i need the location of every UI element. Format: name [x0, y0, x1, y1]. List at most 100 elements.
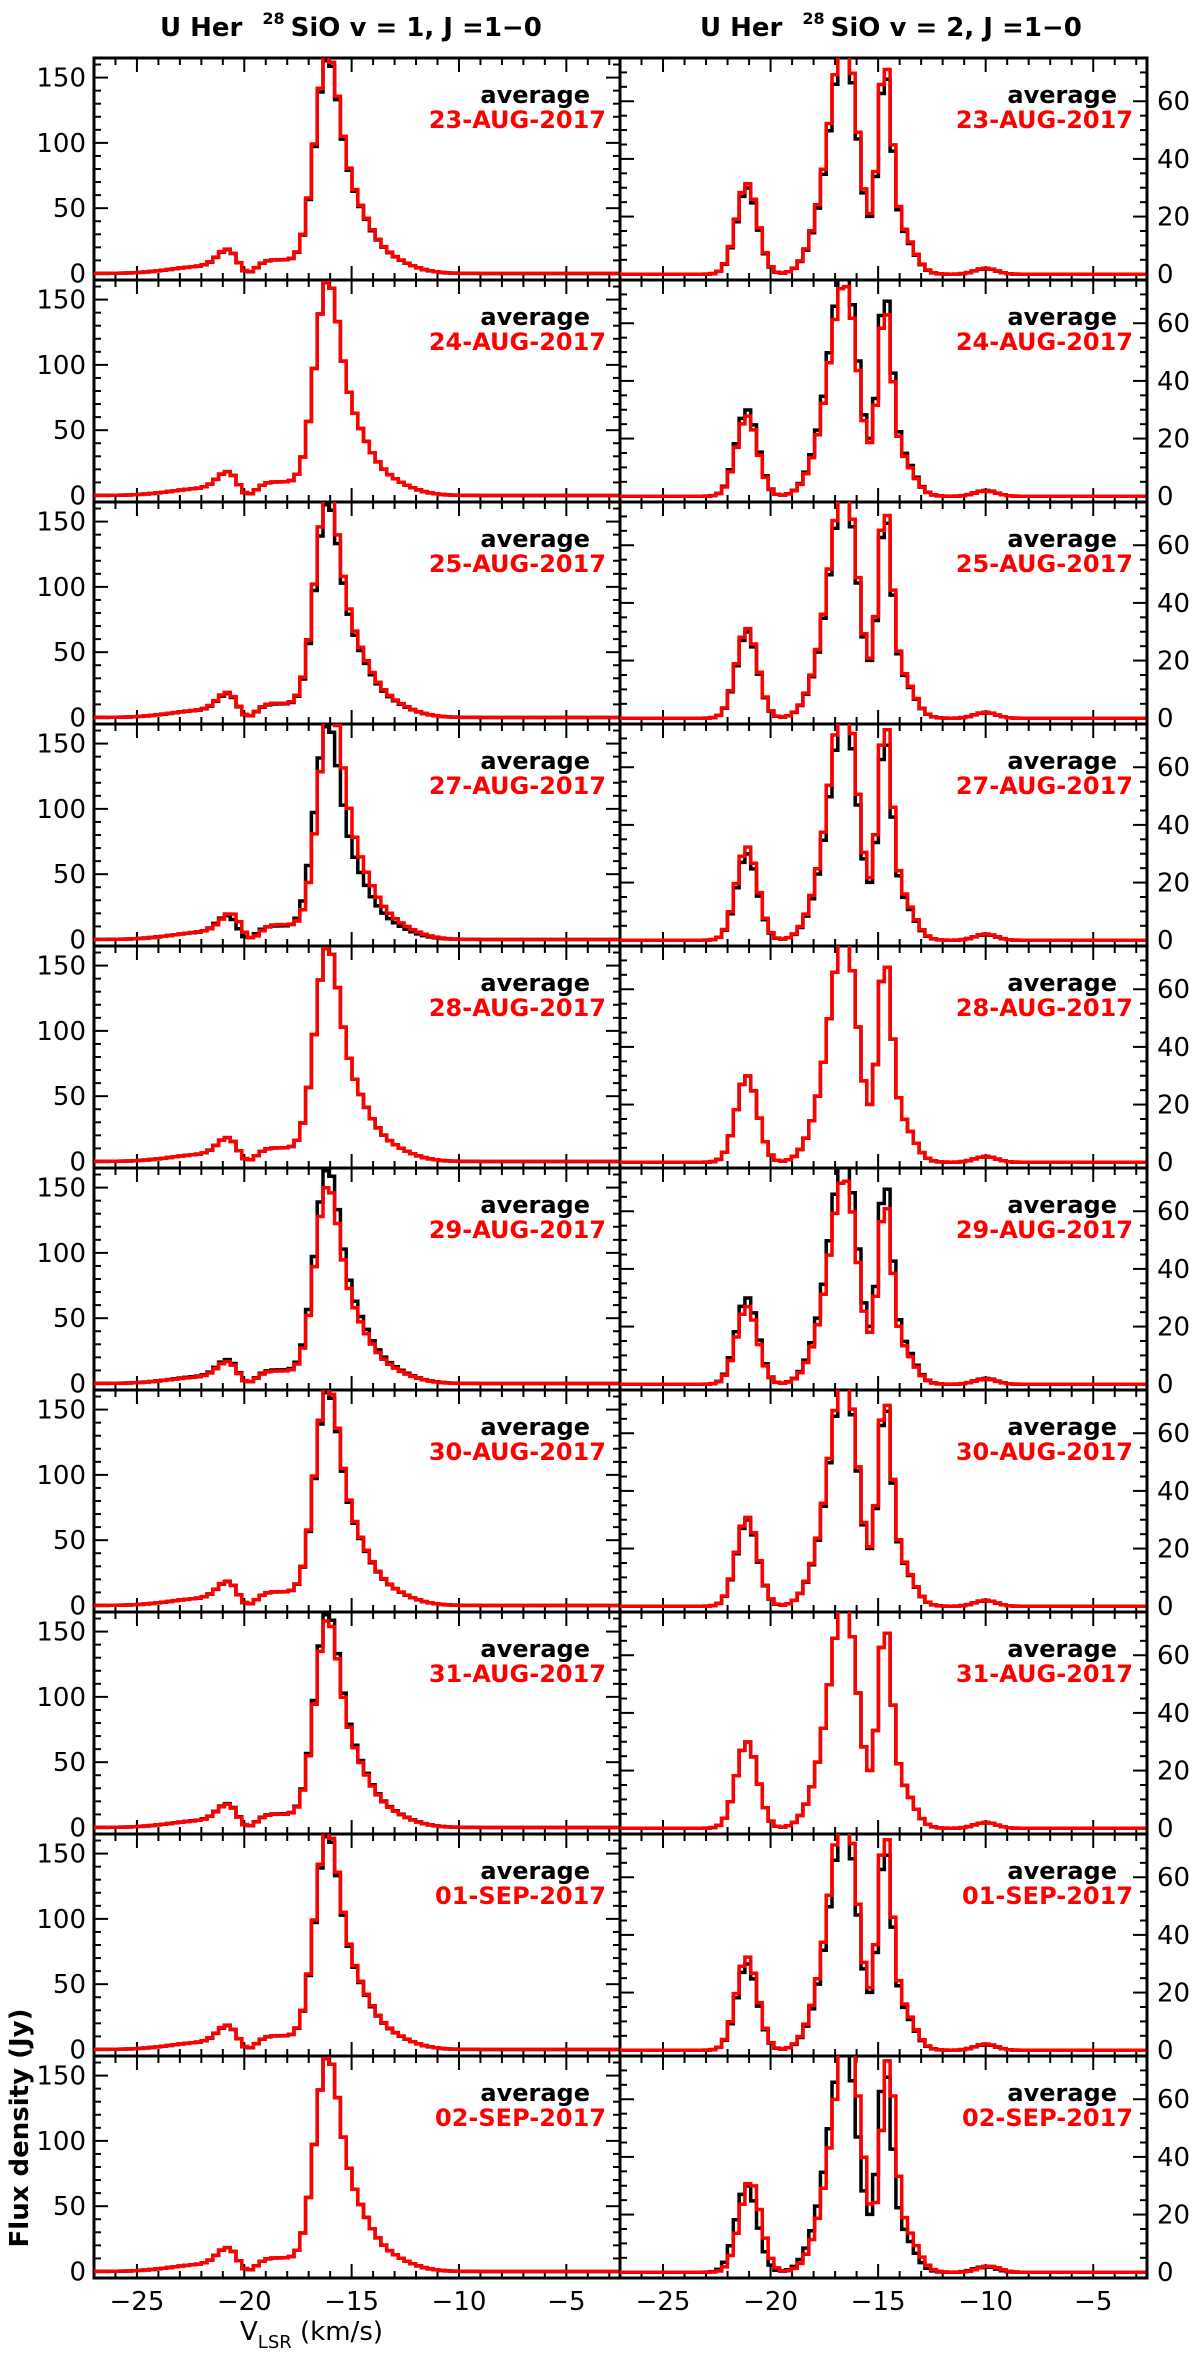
y-tick-label: 150 [36, 1840, 86, 1870]
legend-average: average [1007, 1857, 1117, 1885]
legend-average: average [480, 525, 590, 553]
y-tick-label: 0 [69, 481, 86, 511]
series-daily [620, 1390, 1146, 1608]
legend-average: average [480, 2079, 590, 2107]
y-tick-label: 20 [1157, 425, 1190, 455]
y-tick-label: 0 [69, 703, 86, 733]
legend-date: 29-AUG-2017 [429, 1216, 606, 1244]
y-tick-label: 20 [1157, 1091, 1190, 1121]
y-tick-label: 0 [1157, 260, 1174, 290]
legend-average: average [480, 303, 590, 331]
x-axis-label: VLSR (km/s) [240, 2317, 383, 2353]
y-tick-label: 0 [1157, 1148, 1174, 1178]
y-tick-label: 0 [1157, 1592, 1174, 1622]
legend-date: 01-SEP-2017 [435, 1882, 606, 1910]
title-isotope: 28 [262, 9, 284, 28]
y-tick-label: 40 [1157, 2143, 1190, 2173]
x-tick-label: −20 [217, 2287, 272, 2317]
y-tick-label: 20 [1157, 2201, 1190, 2231]
legend-average: average [480, 81, 590, 109]
y-tick-label: 150 [36, 1396, 86, 1426]
title-line: SiO v = 2, J =1−0 [831, 13, 1082, 43]
column-title-1: U Her 28 SiO v = 1, J =1−0 [160, 9, 542, 43]
legend-date: 30-AUG-2017 [429, 1438, 606, 1466]
series-daily [620, 724, 1146, 942]
y-tick-label: 40 [1157, 1477, 1190, 1507]
legend-date: 02-SEP-2017 [435, 2104, 606, 2132]
y-tick-label: 60 [1157, 1419, 1190, 1449]
y-tick-label: 60 [1157, 1641, 1190, 1671]
y-tick-label: 40 [1157, 1921, 1190, 1951]
y-tick-label: 60 [1157, 87, 1190, 117]
y-tick-label: 100 [36, 1239, 86, 1269]
legend-average: average [1007, 1635, 1117, 1663]
legend-average: average [480, 1857, 590, 1885]
legend-average: average [1007, 969, 1117, 997]
y-tick-label: 20 [1157, 1757, 1190, 1787]
legend-date: 23-AUG-2017 [956, 106, 1133, 134]
y-tick-label: 50 [53, 1082, 86, 1112]
y-tick-label: 50 [53, 1970, 86, 2000]
y-tick-label: 40 [1157, 367, 1190, 397]
y-tick-label: 0 [69, 1369, 86, 1399]
legend-date: 23-AUG-2017 [429, 106, 606, 134]
y-tick-label: 0 [69, 2257, 86, 2287]
x-tick-label: −10 [432, 2287, 487, 2317]
y-tick-label: 20 [1157, 1313, 1190, 1343]
y-tick-label: 60 [1157, 2085, 1190, 2115]
y-tick-label: 50 [53, 638, 86, 668]
legend-date: 29-AUG-2017 [956, 1216, 1133, 1244]
y-tick-label: 60 [1157, 753, 1190, 783]
title-source: U Her [160, 13, 243, 43]
legend-average: average [480, 1413, 590, 1441]
legend-date: 27-AUG-2017 [956, 772, 1133, 800]
legend-average: average [480, 1191, 590, 1219]
legend-date: 01-SEP-2017 [962, 1882, 1133, 1910]
y-tick-label: 50 [53, 860, 86, 890]
y-tick-label: 40 [1157, 1699, 1190, 1729]
legend-date: 25-AUG-2017 [956, 550, 1133, 578]
panel-frame [618, 2054, 1149, 2280]
series-daily [620, 284, 1146, 498]
legend-date: 02-SEP-2017 [962, 2104, 1133, 2132]
y-tick-label: 20 [1157, 647, 1190, 677]
y-tick-label: 20 [1157, 869, 1190, 899]
legend-average: average [480, 747, 590, 775]
y-tick-label: 0 [1157, 2036, 1174, 2066]
series-daily [94, 502, 619, 720]
y-tick-label: 150 [36, 64, 86, 94]
y-tick-label: 0 [69, 2035, 86, 2065]
series-daily [94, 724, 619, 942]
y-tick-label: 0 [69, 1591, 86, 1621]
y-tick-label: 150 [36, 508, 86, 538]
series-daily [94, 58, 619, 276]
y-tick-label: 150 [36, 952, 86, 982]
legend-average: average [1007, 2079, 1117, 2107]
y-tick-label: 50 [53, 416, 86, 446]
y-tick-label: 50 [53, 1304, 86, 1334]
y-tick-label: 60 [1157, 531, 1190, 561]
y-tick-label: 150 [36, 2062, 86, 2092]
legend-average: average [1007, 1191, 1117, 1219]
y-tick-label: 0 [69, 1813, 86, 1843]
series-daily [620, 502, 1146, 720]
y-tick-label: 150 [36, 730, 86, 760]
legend-average: average [1007, 81, 1117, 109]
title-line: SiO v = 1, J =1−0 [291, 13, 542, 43]
y-tick-label: 40 [1157, 589, 1190, 619]
series-daily [94, 1834, 619, 2052]
legend-average: average [1007, 303, 1117, 331]
x-tick-label: −25 [636, 2287, 691, 2317]
